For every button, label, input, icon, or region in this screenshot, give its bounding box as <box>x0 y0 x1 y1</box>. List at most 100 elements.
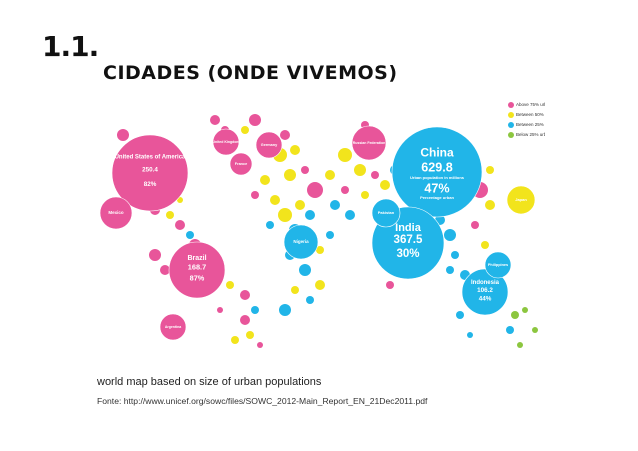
bubble <box>99 196 133 230</box>
bubble <box>291 286 299 294</box>
section-number: 1.1. <box>42 30 99 63</box>
bubble <box>305 210 315 220</box>
bubble <box>511 311 519 319</box>
legend-dot <box>508 132 514 138</box>
bubble <box>386 281 394 289</box>
legend-label: Between 25% and 50% urban <box>516 122 545 127</box>
bubble <box>351 125 387 161</box>
bubble <box>307 182 323 198</box>
bubble <box>341 186 349 194</box>
bubble-name: United States of America <box>115 155 186 161</box>
bubble-value: 629.8 <box>421 161 453 175</box>
bubble <box>166 211 174 219</box>
bubble <box>186 231 194 239</box>
bubble <box>532 327 538 333</box>
bubble-note: Urban population in millions <box>410 175 465 180</box>
bubble <box>168 241 226 299</box>
bubble-percent: 47% <box>424 181 449 195</box>
bubble <box>249 114 261 126</box>
bubble <box>316 246 324 254</box>
legend-dot <box>508 122 514 128</box>
bubble <box>371 171 379 179</box>
bubble <box>279 304 291 316</box>
bubble <box>517 342 523 348</box>
bubble <box>301 166 309 174</box>
bubble <box>326 231 334 239</box>
bubble-name: Russian Federation <box>353 141 385 145</box>
bubble <box>283 224 319 260</box>
bubble-percent: 87% <box>190 273 205 282</box>
bubble <box>241 126 249 134</box>
bubble <box>315 280 325 290</box>
bubble <box>522 307 528 313</box>
bubble-name: Germany <box>261 143 278 147</box>
bubble-name: Argentina <box>165 325 181 329</box>
legend-label: Below 25% urban <box>516 132 545 137</box>
bubble-name: United Kingdom <box>212 140 239 144</box>
bubble <box>217 307 223 313</box>
bubble-name: France <box>235 162 247 166</box>
bubble <box>456 311 464 319</box>
bubble <box>467 332 473 338</box>
bubble <box>255 131 283 159</box>
bubble <box>240 290 250 300</box>
bubble <box>451 251 459 259</box>
bubble <box>325 170 335 180</box>
bubble <box>481 241 489 249</box>
bubble <box>111 134 189 212</box>
bubble-percent: 82% <box>144 181 157 188</box>
bubble <box>231 336 239 344</box>
bubble <box>371 198 401 228</box>
bubble <box>270 195 280 205</box>
bubble <box>306 296 314 304</box>
bubble <box>260 175 270 185</box>
bubble-name: Indonesia <box>471 280 500 286</box>
bubble-percent: 44% <box>479 296 492 303</box>
bubble <box>338 148 352 162</box>
bubble <box>485 200 495 210</box>
bubble <box>149 249 161 261</box>
bubble <box>246 331 254 339</box>
bubble <box>444 229 456 241</box>
bubble <box>160 265 170 275</box>
bubble <box>251 191 259 199</box>
bubble <box>354 164 366 176</box>
bubble <box>212 128 240 156</box>
bubble <box>391 126 483 218</box>
bubble-name: Japan <box>515 197 527 202</box>
bubble <box>251 306 259 314</box>
caption: world map based on size of urban populat… <box>97 376 322 388</box>
bubble-value: 367.5 <box>394 234 423 246</box>
bubble <box>175 220 185 230</box>
bubble <box>290 145 300 155</box>
bubble <box>266 221 274 229</box>
bubble-name: Nigeria <box>293 239 309 244</box>
bubble <box>278 208 292 222</box>
bubble <box>446 266 454 274</box>
bubble <box>229 152 253 176</box>
legend-dot <box>508 102 514 108</box>
bubble-name: China <box>420 145 454 159</box>
bubble-name: Mexico <box>108 210 124 215</box>
bubble <box>284 169 296 181</box>
bubble <box>506 185 536 215</box>
bubble-map: Above 75% urban Between 50% and 75% urban… <box>99 102 545 348</box>
bubble <box>506 326 514 334</box>
bubble-value: 250.4 <box>142 167 158 174</box>
bubble <box>280 130 290 140</box>
bubble <box>330 200 340 210</box>
slide-title: CIDADES (ONDE VIVEMOS) <box>103 62 398 84</box>
bubble-name: Brazil <box>187 255 206 262</box>
bubble-percent: 30% <box>396 248 419 260</box>
bubble <box>159 313 187 341</box>
legend-dot <box>508 112 514 118</box>
bubble <box>295 200 305 210</box>
bubble <box>299 264 311 276</box>
bubble <box>461 268 509 316</box>
legend-label: Between 50% and 75% urban <box>516 112 545 117</box>
bubble-value: 168.7 <box>188 263 206 272</box>
bubble <box>345 210 355 220</box>
bubble <box>471 221 479 229</box>
bubble-note: Percentage urban <box>420 195 454 200</box>
